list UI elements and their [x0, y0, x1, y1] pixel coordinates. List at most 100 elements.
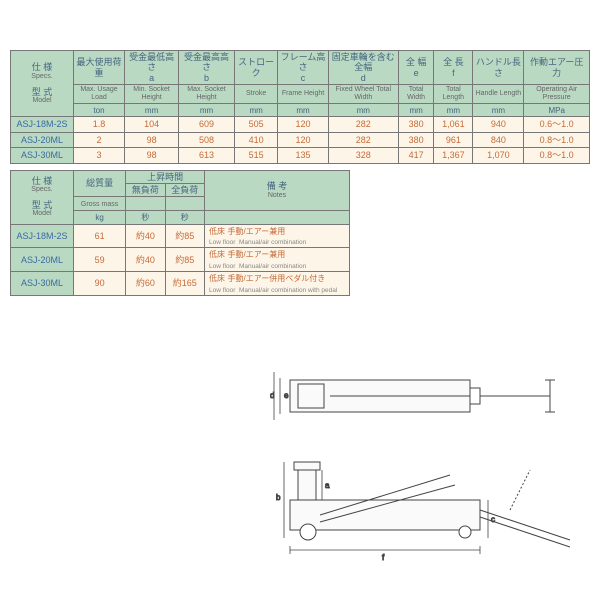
col-jp: 固定車輪を含む全幅	[331, 52, 396, 73]
data-cell: 515	[234, 148, 278, 163]
data-cell: 1,367	[434, 148, 473, 163]
noload-unit: 秒	[141, 213, 149, 222]
dim-b: b	[276, 493, 281, 502]
dim-d: d	[270, 391, 274, 400]
notes-cell: 低床 手動/エアー併用ペダル付きLow floor Manual/air com…	[205, 272, 350, 296]
corner2-specs-en: Specs.	[13, 186, 71, 194]
data-cell: 508	[179, 132, 235, 147]
data-cell: 120	[278, 117, 328, 132]
col-en: Frame Height	[280, 90, 325, 98]
dim-c: c	[491, 515, 495, 524]
data-cell: 104	[125, 117, 179, 132]
data-cell: 1.8	[74, 117, 125, 132]
corner-model-jp: 型 式	[13, 87, 71, 97]
col-en: Max. Socket Height	[181, 86, 232, 102]
col-jp: 全 幅	[401, 57, 431, 67]
col-unit: mm	[296, 106, 309, 115]
gross-en: Gross mass	[81, 201, 118, 208]
data-cell: 1,061	[434, 117, 473, 132]
col-en: Max. Usage Load	[76, 86, 122, 102]
data-cell: 約40	[126, 224, 165, 248]
corner-specs-en: Specs.	[13, 73, 71, 81]
data-cell: 840	[473, 132, 524, 147]
data-cell: 380	[398, 117, 433, 132]
data-cell: 98	[125, 148, 179, 163]
gross-unit: kg	[95, 213, 103, 222]
col-unit: mm	[447, 106, 460, 115]
data-cell: 約40	[126, 248, 165, 272]
col-jp: 受金最高高さ	[181, 52, 232, 73]
data-cell: 0.6〜1.0	[524, 117, 590, 132]
col-en: Stroke	[237, 90, 276, 98]
data-cell: 約165	[165, 272, 204, 296]
data-cell: 0.8〜1.0	[524, 148, 590, 163]
gross-jp: 総質量	[86, 178, 113, 188]
col-en: Min. Socket Height	[127, 86, 176, 102]
notes-cell: 低床 手動/エアー兼用Low floor Manual/air combinat…	[205, 224, 350, 248]
data-cell: 59	[74, 248, 126, 272]
specs-table-2: 仕 様 Specs. 型 式 Model 総質量 上昇時間 備 考 Notes …	[10, 170, 350, 297]
data-cell: 417	[398, 148, 433, 163]
data-cell: 328	[328, 148, 398, 163]
col-jp: ストローク	[237, 57, 276, 78]
dim-e: e	[284, 391, 289, 400]
data-cell: 505	[234, 117, 278, 132]
col-en: Handle Length	[475, 90, 521, 98]
model-cell: ASJ-20ML	[11, 132, 74, 147]
data-cell: 2	[74, 132, 125, 147]
col-jp: 最大使用荷重	[76, 57, 122, 78]
model-cell: ASJ-18M-2S	[11, 224, 74, 248]
data-cell: 380	[398, 132, 433, 147]
col-unit: mm	[409, 106, 422, 115]
col-jp: 全 長	[436, 57, 470, 67]
col-en: Total Length	[436, 86, 470, 102]
data-cell: 約60	[126, 272, 165, 296]
lift-jp: 上昇時間	[147, 172, 183, 182]
data-cell: 約85	[165, 248, 204, 272]
data-cell: 約85	[165, 224, 204, 248]
dim-a: a	[325, 481, 330, 490]
data-cell: 613	[179, 148, 235, 163]
col-jp: 作動エアー圧力	[526, 57, 587, 78]
data-cell: 135	[278, 148, 328, 163]
data-cell: 3	[74, 148, 125, 163]
jack-diagram: d e b a c f	[270, 370, 590, 590]
notes-jp: 備 考	[207, 181, 347, 191]
data-cell: 609	[179, 117, 235, 132]
data-cell: 98	[125, 132, 179, 147]
model-cell: ASJ-18M-2S	[11, 117, 74, 132]
col-en: Operating Air Pressure	[526, 86, 587, 102]
full-jp: 全負荷	[171, 185, 198, 195]
corner2-specs-jp: 仕 様	[13, 176, 71, 186]
specs-table-1: 仕 様 Specs. 型 式 Model 最大使用荷重受金最低高さa受金最高高さ…	[10, 50, 590, 164]
noload-jp: 無負荷	[132, 185, 159, 195]
col-unit: mm	[249, 106, 262, 115]
col-jp: 受金最低高さ	[127, 52, 176, 73]
model-cell: ASJ-20ML	[11, 248, 74, 272]
data-cell: 410	[234, 132, 278, 147]
data-cell: 961	[434, 132, 473, 147]
data-cell: 90	[74, 272, 126, 296]
col-jp: フレーム高さ	[280, 52, 325, 73]
data-cell: 61	[74, 224, 126, 248]
full-unit: 秒	[181, 213, 189, 222]
notes-en: Notes	[207, 192, 347, 200]
col-unit: MPa	[548, 106, 564, 115]
data-cell: 282	[328, 132, 398, 147]
col-jp: ハンドル長さ	[475, 57, 521, 78]
data-cell: 940	[473, 117, 524, 132]
model-cell: ASJ-30ML	[11, 148, 74, 163]
corner2-model-en: Model	[13, 210, 71, 218]
col-en: Fixed Wheel Total Width	[331, 86, 396, 102]
col-unit: mm	[357, 106, 370, 115]
col-unit: mm	[492, 106, 505, 115]
model-cell: ASJ-30ML	[11, 272, 74, 296]
corner-specs-jp: 仕 様	[13, 62, 71, 72]
data-cell: 282	[328, 117, 398, 132]
col-en: Total Width	[401, 86, 431, 102]
notes-cell: 低床 手動/エアー兼用Low floor Manual/air combinat…	[205, 248, 350, 272]
data-cell: 120	[278, 132, 328, 147]
data-cell: 1,070	[473, 148, 524, 163]
col-unit: ton	[93, 106, 104, 115]
col-unit: mm	[200, 106, 213, 115]
